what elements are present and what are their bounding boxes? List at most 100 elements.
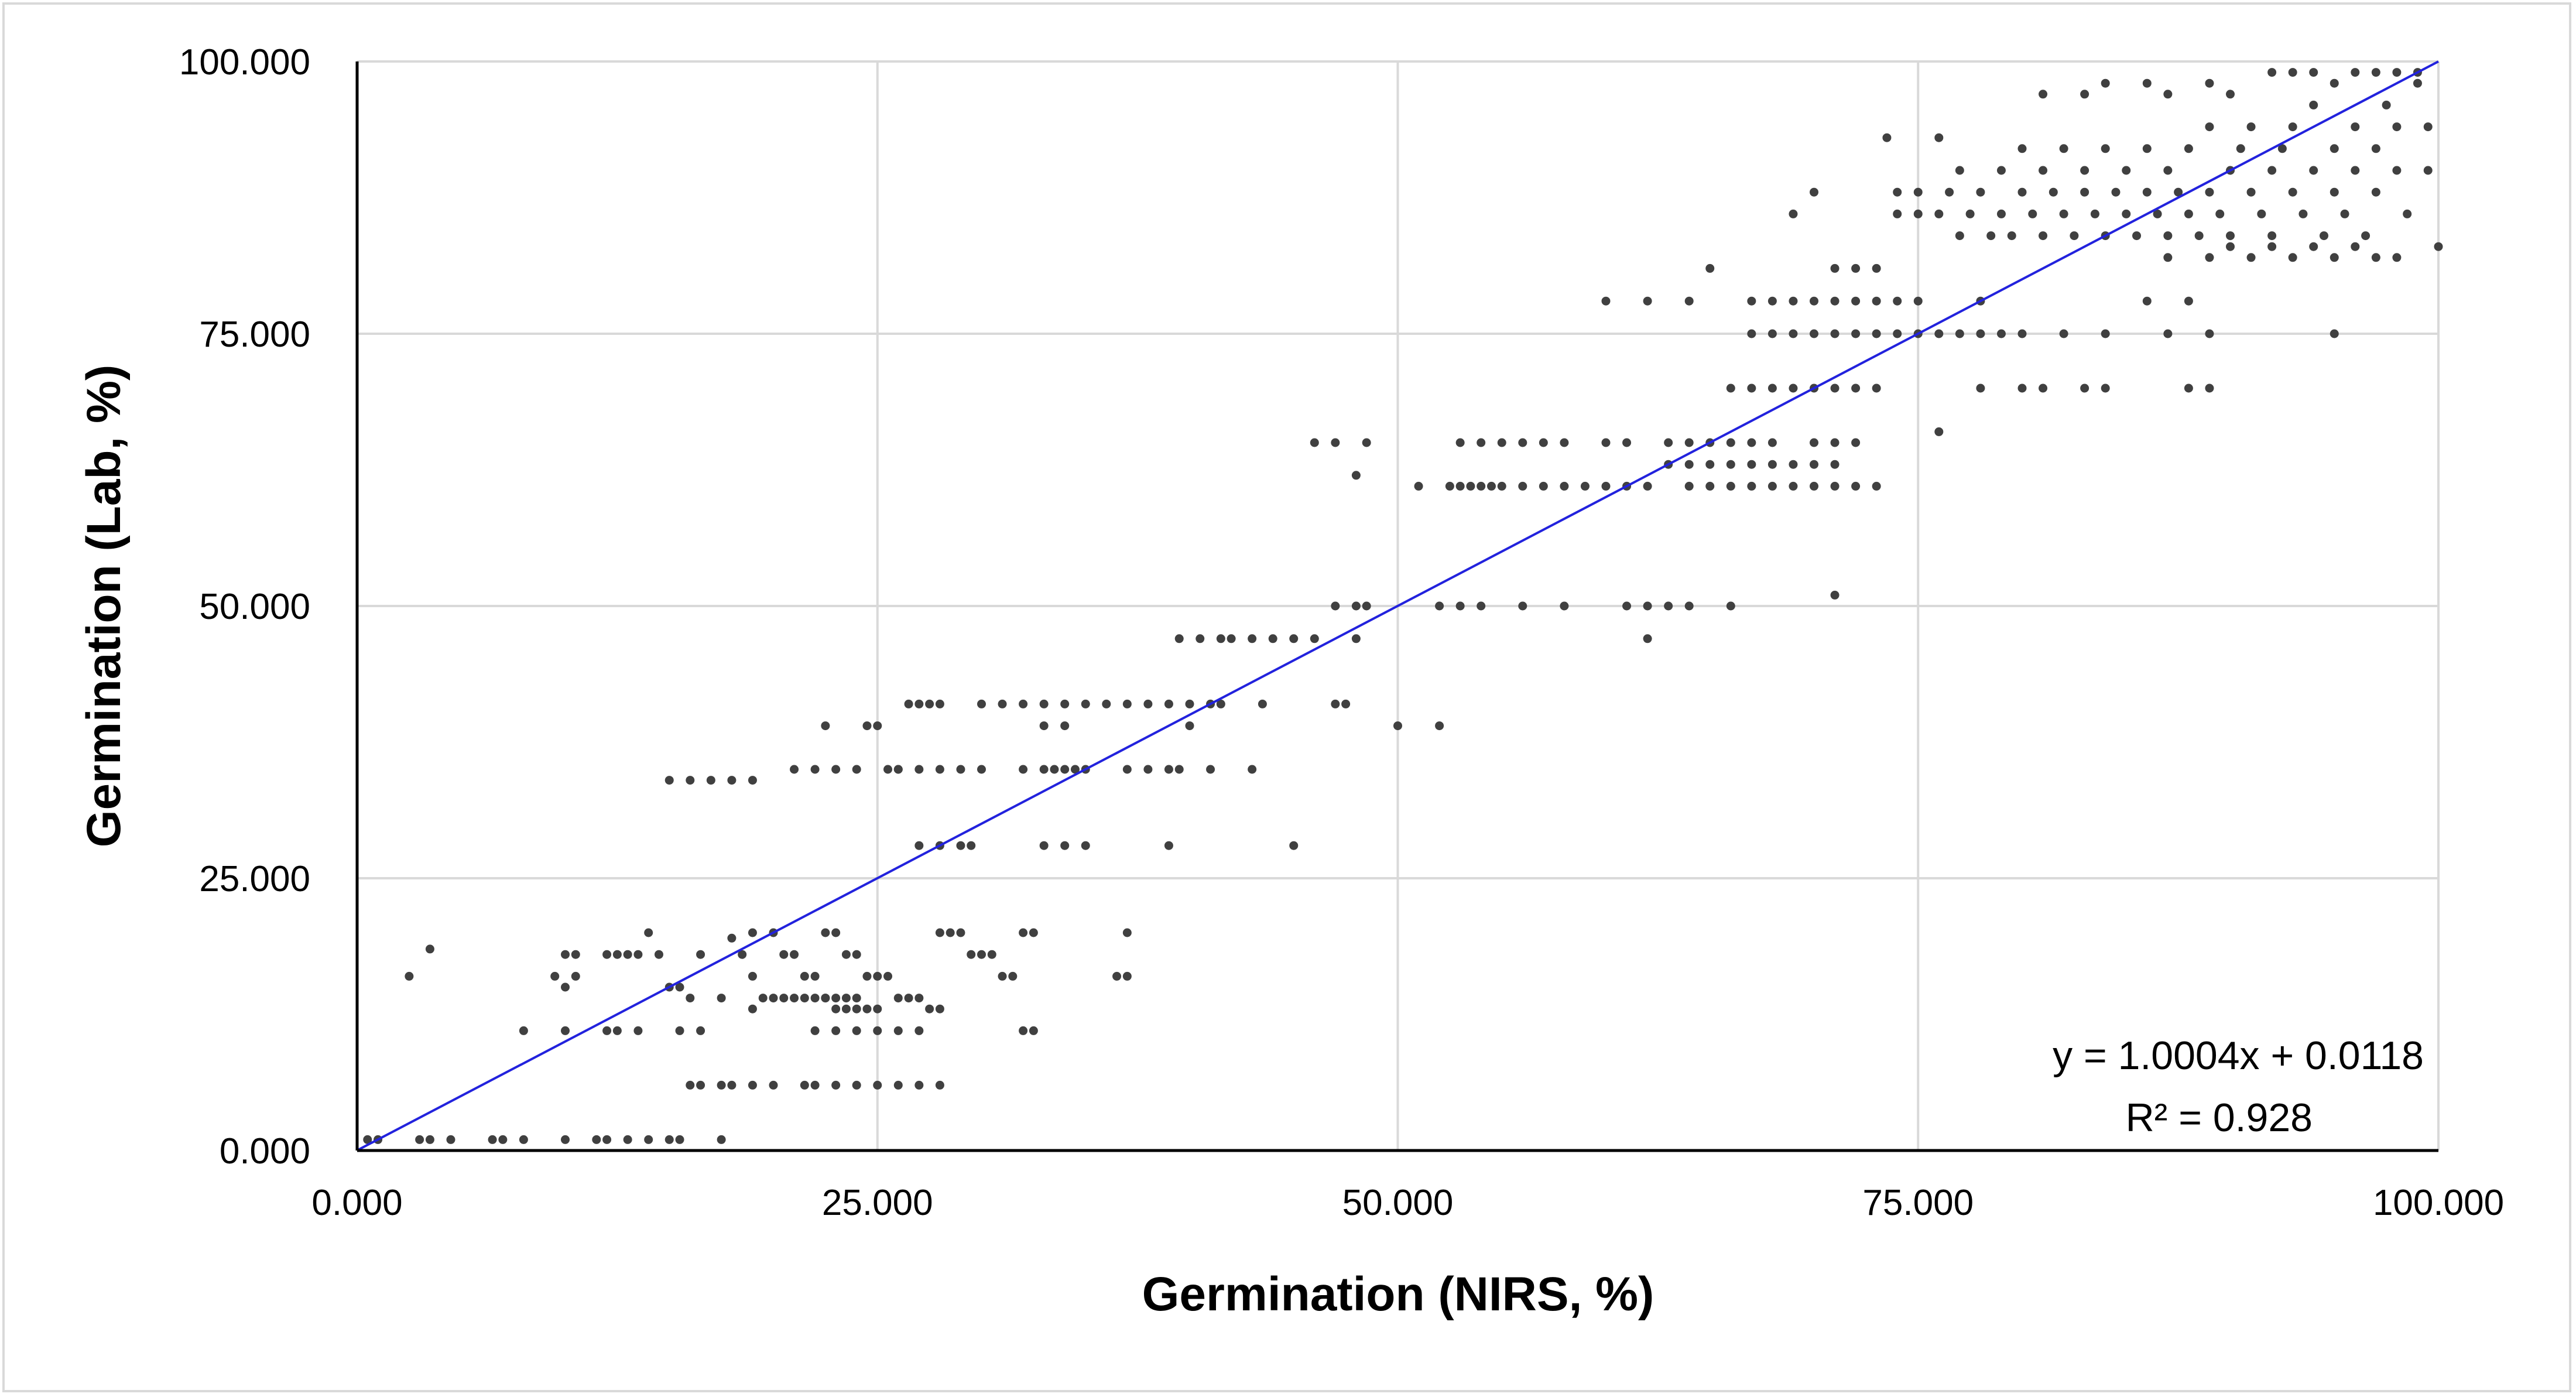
data-point (2423, 166, 2433, 175)
data-point (1258, 699, 1267, 708)
data-point (1851, 384, 1861, 393)
data-point (2080, 187, 2089, 197)
data-point (1872, 329, 1881, 338)
data-point (1851, 481, 1861, 491)
data-point (2039, 384, 2048, 393)
data-point (1726, 601, 1735, 611)
data-point (1830, 590, 1839, 600)
data-point (1684, 438, 1694, 447)
data-point (935, 928, 944, 937)
data-point (2153, 209, 2162, 218)
data-point (1466, 481, 1475, 491)
data-point (1216, 634, 1225, 643)
data-point (1112, 971, 1122, 981)
data-point (1455, 481, 1465, 491)
data-point (935, 765, 944, 774)
data-point (2070, 231, 2079, 241)
data-point (1560, 481, 1569, 491)
data-point (873, 1026, 882, 1035)
data-point (2007, 231, 2016, 241)
data-point (602, 1135, 612, 1144)
data-point (2039, 166, 2048, 175)
data-point (2330, 187, 2339, 197)
data-point (1477, 438, 1486, 447)
data-point (633, 1026, 643, 1035)
data-point (2028, 209, 2037, 218)
data-point (1070, 765, 1080, 774)
data-point (2226, 90, 2235, 99)
data-point (862, 971, 872, 981)
data-point (1039, 841, 1049, 850)
data-point (2184, 209, 2193, 218)
data-point (1955, 166, 1964, 175)
data-point (1143, 765, 1153, 774)
data-point (1996, 166, 2006, 175)
data-point (623, 950, 632, 959)
data-point (2080, 90, 2089, 99)
data-point (2330, 329, 2339, 338)
data-point (727, 776, 737, 785)
data-point (1934, 209, 1944, 218)
data-point (810, 971, 820, 981)
data-point (1945, 187, 1954, 197)
data-point (2351, 242, 2360, 251)
data-point (1893, 209, 1902, 218)
data-point (779, 994, 789, 1003)
data-point (1955, 329, 1964, 338)
data-point (852, 950, 861, 959)
data-point (2288, 68, 2297, 77)
data-point (852, 1026, 861, 1035)
data-point (852, 994, 861, 1003)
data-point (1008, 971, 1018, 981)
data-point (1684, 296, 1694, 306)
data-point (1362, 601, 1371, 611)
data-point (1029, 1026, 1038, 1035)
data-point (2142, 144, 2152, 153)
data-point (914, 699, 924, 708)
data-point (1851, 438, 1861, 447)
data-point (1195, 634, 1205, 643)
data-point (1435, 721, 1444, 731)
data-point (2246, 187, 2256, 197)
data-point (977, 950, 986, 959)
data-point (1705, 481, 1715, 491)
data-point (1789, 209, 1798, 218)
data-point (1934, 427, 1944, 436)
data-point (1601, 296, 1611, 306)
data-point (935, 1080, 944, 1090)
data-point (1310, 438, 1319, 447)
trendline-layer (357, 60, 2439, 1152)
data-point (2142, 296, 2152, 306)
data-point (748, 1080, 757, 1090)
trendline-r-squared: R² = 0.928 (2126, 1095, 2313, 1140)
data-point (2080, 384, 2089, 393)
data-point (2309, 68, 2318, 77)
data-point (1726, 481, 1735, 491)
data-point (717, 1135, 726, 1144)
data-point (2298, 209, 2308, 218)
data-point (1248, 634, 1257, 643)
data-point (956, 765, 965, 774)
data-point (1039, 721, 1049, 731)
data-point (1601, 481, 1611, 491)
data-point (831, 1080, 841, 1090)
data-point (2174, 187, 2183, 197)
data-point (1851, 329, 1861, 338)
data-point (2392, 122, 2402, 132)
data-point (1664, 601, 1673, 611)
data-point (415, 1135, 424, 1144)
data-point (1081, 841, 1090, 850)
data-point (2205, 253, 2214, 262)
data-point (790, 950, 799, 959)
data-point (1789, 481, 1798, 491)
data-point (2059, 209, 2068, 218)
data-point (883, 765, 893, 774)
data-point (1164, 841, 1173, 850)
data-point (1789, 460, 1798, 469)
data-point (561, 950, 570, 959)
data-point (967, 950, 976, 959)
data-point (1767, 384, 1777, 393)
data-point (914, 1080, 924, 1090)
data-point (2434, 242, 2443, 251)
data-point (2392, 68, 2402, 77)
